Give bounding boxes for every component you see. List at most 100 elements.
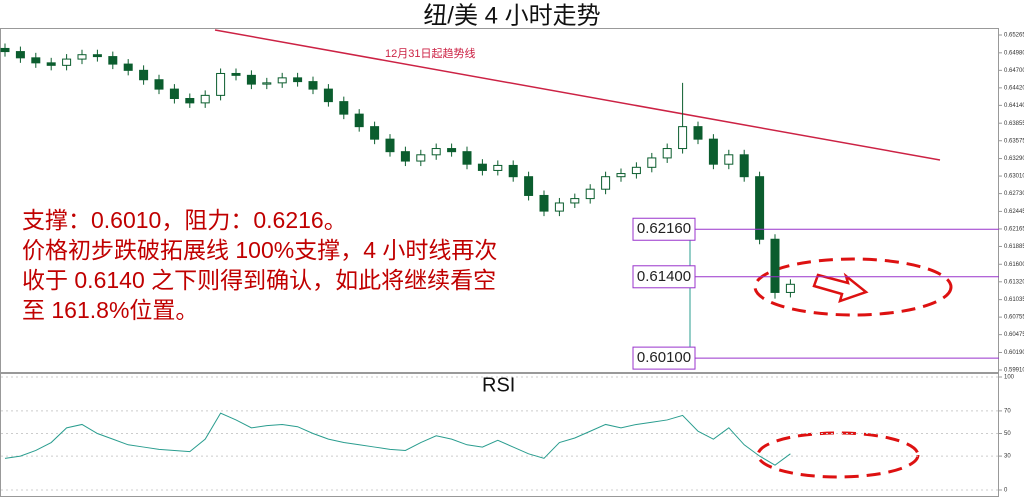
candle-body [739, 154, 749, 178]
y-tick-label: 0.61885 [1004, 244, 1024, 250]
candle-body [524, 176, 534, 196]
y-tick-label: 0.61035 [1004, 297, 1024, 303]
annotation-text: 支撑：0.6010，阻力：0.6216。价格初步跌破拓展线 100%支撑，4 小… [22, 207, 497, 323]
candle-body [631, 166, 641, 175]
annotation-line: 收于 0.6140 之下则得到确认，如此将继续看空 [22, 267, 496, 293]
y-tick-label: 0.62445 [1004, 209, 1024, 215]
arrow [812, 272, 869, 303]
candle-body [308, 81, 318, 90]
candle-body [262, 82, 272, 85]
candle-body [678, 126, 688, 150]
candle-body [0, 47, 10, 53]
candle-body [31, 57, 41, 64]
y-tick-label: 0.63010 [1004, 174, 1024, 180]
main-panel [0, 28, 999, 373]
candle-body [493, 164, 503, 171]
y-tick-label: 100 [1004, 375, 1015, 381]
y-tick-label: 0 [1004, 488, 1008, 494]
trend-line-label: 12月31日起趋势线 [385, 46, 475, 60]
y-tick-label: 0.64700 [1004, 68, 1024, 74]
level-box [632, 346, 696, 370]
candle-body [693, 126, 703, 140]
candle-body [477, 163, 487, 171]
candle-body [616, 173, 626, 178]
y-tick-label: 0.63290 [1004, 156, 1024, 162]
chart-title: 纽/美 4 小时走势 [423, 2, 600, 29]
candle-body [15, 51, 25, 59]
y-tick-label: 0.61600 [1004, 262, 1024, 268]
rsi-line [4, 412, 791, 466]
candle-body [323, 88, 333, 103]
y-tick-label: 30 [1004, 454, 1011, 460]
candle-body [339, 101, 349, 115]
annotation-line: 价格初步跌破拓展线 100%支撑，4 小时线再次 [22, 237, 497, 263]
y-tick-label: 0.64980 [1004, 50, 1024, 56]
candle-body [554, 202, 564, 212]
candle-body [785, 283, 795, 293]
y-tick-label: 0.64140 [1004, 103, 1024, 109]
y-tick-label: 0.65265 [1004, 33, 1024, 39]
candle-body [539, 194, 549, 212]
y-tick-label: 0.61320 [1004, 279, 1024, 285]
candle-body [400, 151, 410, 162]
candle-body [123, 63, 133, 71]
candle-body [77, 54, 87, 60]
highlight-ellipse [753, 257, 953, 317]
candle-body [169, 88, 179, 99]
candle-body [462, 151, 472, 165]
y-tick-label: 0.63575 [1004, 138, 1024, 144]
candle-body [724, 154, 734, 165]
candle-body [108, 56, 118, 65]
candle-body [570, 198, 580, 204]
rsi-panel [0, 373, 999, 497]
candle-body [231, 72, 241, 76]
candle-body [647, 157, 657, 168]
level-label: 0.62160 [637, 220, 691, 237]
candle-body [62, 58, 72, 66]
candle-body [447, 148, 457, 153]
candle-body [416, 154, 426, 162]
level-box [632, 217, 696, 241]
candle-body [662, 148, 672, 159]
y-tick-label: 0.62730 [1004, 191, 1024, 197]
candle-body [216, 72, 226, 96]
highlight-ellipse [756, 431, 920, 479]
candle-body [508, 164, 518, 178]
y-tick-label: 0.60755 [1004, 315, 1024, 321]
candle-body [293, 77, 303, 83]
candle-body [354, 113, 364, 128]
y-tick-label: 0.59910 [1004, 368, 1024, 374]
y-tick-label: 0.60190 [1004, 350, 1024, 356]
y-tick-label: 50 [1004, 431, 1011, 437]
level-box [632, 265, 696, 289]
candle-body [370, 126, 380, 140]
candle-body [431, 148, 441, 156]
candle-body [601, 176, 611, 190]
candle-body [246, 74, 256, 85]
candle-body [185, 97, 195, 104]
candle-body [585, 188, 595, 200]
rsi-title: RSI [482, 374, 515, 396]
y-tick-label: 70 [1004, 408, 1011, 414]
annotation-line: 支撑：0.6010，阻力：0.6216。 [22, 207, 347, 233]
candle-body [385, 138, 395, 153]
y-tick-label: 0.64420 [1004, 85, 1024, 91]
candle-body [92, 54, 102, 58]
y-tick-label: 0.62165 [1004, 227, 1024, 233]
level-label: 0.61400 [637, 268, 691, 285]
highlights [753, 257, 953, 479]
candle-body [708, 138, 718, 165]
annotation-line: 至 161.8%位置。 [22, 297, 198, 323]
y-tick-label: 0.63855 [1004, 121, 1024, 127]
candle-body [770, 238, 780, 293]
trend-line [214, 29, 941, 161]
level-label: 0.60100 [637, 349, 691, 366]
candle-body [154, 79, 164, 90]
y-tick-label: 0.60475 [1004, 332, 1024, 338]
candle-body [277, 77, 287, 84]
candle-body [139, 69, 149, 81]
candle-body [46, 62, 56, 66]
candle-body [200, 94, 210, 104]
candle-body [755, 176, 765, 240]
